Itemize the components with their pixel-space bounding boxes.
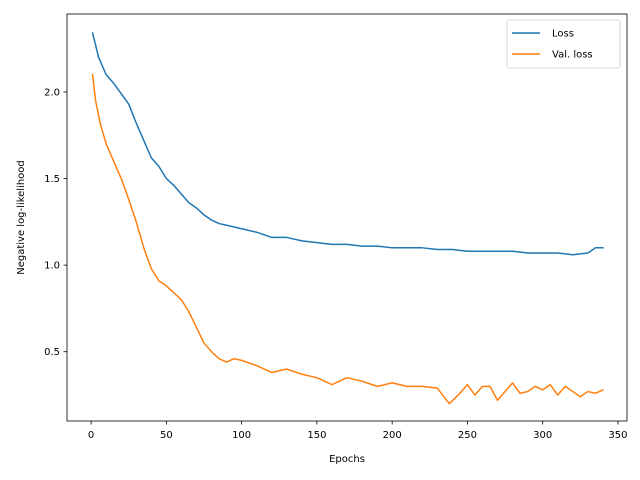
x-tick-label: 100	[232, 430, 251, 441]
x-tick-label: 250	[458, 430, 477, 441]
x-tick-label: 50	[160, 430, 173, 441]
legend-label-loss: Loss	[552, 29, 574, 40]
legend-label-val-loss: Val. loss	[552, 50, 593, 61]
y-tick-label: 2.0	[44, 87, 60, 98]
legend-box	[506, 19, 621, 69]
x-tick-label: 350	[608, 430, 627, 441]
x-axis-label: Epochs	[329, 454, 365, 465]
series-line-loss	[91, 32, 604, 256]
y-tick-label: 1.0	[44, 261, 60, 272]
axes: 0 50 100 150 200 250 300 350 0.5 1.0 1.5 2.0	[44, 13, 628, 441]
series-line-val-loss	[91, 73, 604, 405]
y-tick-label: 0.5	[44, 347, 60, 358]
x-tick-label: 150	[307, 430, 326, 441]
plot-content	[91, 32, 604, 405]
y-axis-label: Negative log-likelihood	[16, 160, 27, 275]
y-tick-label: 1.5	[44, 174, 60, 185]
legend: Loss Val. loss	[506, 19, 621, 69]
plot-frame	[66, 13, 628, 422]
x-tick-label: 0	[88, 430, 94, 441]
x-tick-label: 300	[533, 430, 552, 441]
x-tick-label: 200	[383, 430, 402, 441]
